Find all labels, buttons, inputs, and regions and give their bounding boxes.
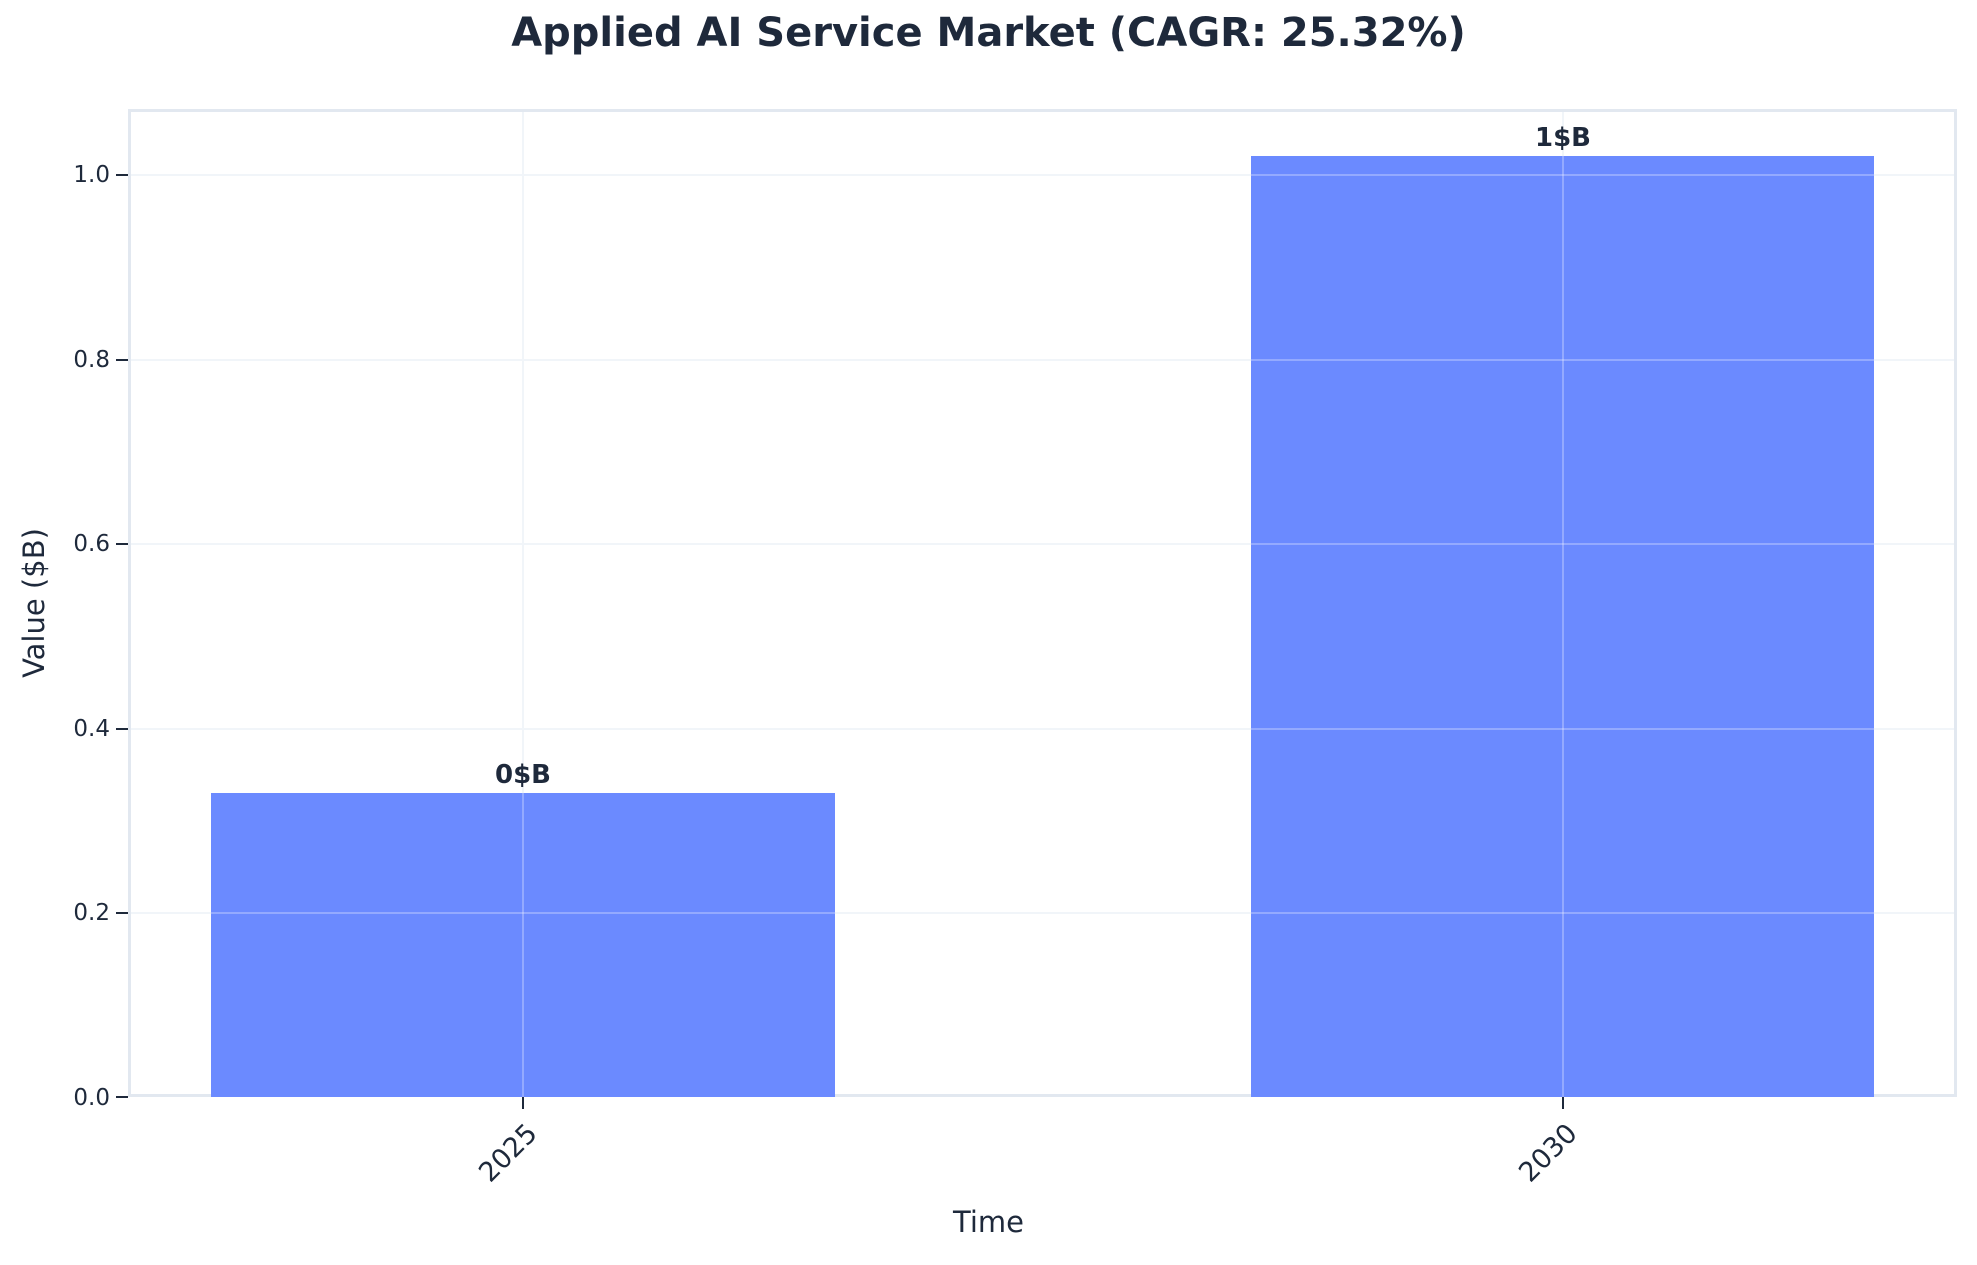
gridline-x-2025 bbox=[522, 112, 524, 1097]
bar-value-label-2025: 0$B bbox=[495, 760, 551, 790]
y-tick-mark bbox=[116, 174, 128, 176]
y-axis-title: Value ($B) bbox=[17, 528, 51, 678]
gridline-y-0.8 bbox=[131, 359, 1954, 361]
y-tick-label: 0.8 bbox=[73, 347, 110, 373]
gridline-over-bar bbox=[1251, 359, 1874, 361]
y-tick-mark bbox=[116, 1096, 128, 1098]
gridline-y-1.0 bbox=[131, 174, 1954, 176]
y-tick-label: 0.6 bbox=[73, 531, 110, 557]
y-tick-mark bbox=[116, 359, 128, 361]
y-tick-label: 0.2 bbox=[73, 900, 110, 926]
gridline-over-bar bbox=[1251, 912, 1874, 914]
bar-value-label-2030: 1$B bbox=[1535, 123, 1591, 153]
x-axis-title: Time bbox=[953, 1205, 1024, 1239]
bar-2030 bbox=[1251, 156, 1874, 1097]
gridline-over-bar bbox=[211, 912, 835, 914]
bar-2025 bbox=[211, 793, 835, 1097]
y-tick-mark bbox=[116, 728, 128, 730]
plot-area bbox=[128, 109, 1957, 1097]
gridline-y-0.2 bbox=[131, 912, 1954, 914]
chart-title: Applied AI Service Market (CAGR: 25.32%) bbox=[511, 10, 1466, 56]
gridline-over-bar bbox=[1562, 156, 1564, 1097]
x-tick-label-2025: 2025 bbox=[473, 1118, 544, 1189]
gridline-over-bar bbox=[1251, 543, 1874, 545]
gridline-over-bar bbox=[1251, 728, 1874, 730]
x-tick-mark bbox=[522, 1097, 524, 1109]
gridline-over-bar bbox=[522, 793, 524, 1097]
y-tick-label: 0.0 bbox=[73, 1085, 110, 1111]
gridline-over-bar bbox=[1251, 174, 1874, 176]
y-tick-mark bbox=[116, 543, 128, 545]
y-tick-label: 0.4 bbox=[73, 716, 110, 742]
y-tick-mark bbox=[116, 912, 128, 914]
gridline-y-0.4 bbox=[131, 728, 1954, 730]
x-tick-mark bbox=[1562, 1097, 1564, 1109]
gridline-y-0.6 bbox=[131, 543, 1954, 545]
x-tick-label-2030: 2030 bbox=[1513, 1118, 1584, 1189]
y-tick-label: 1.0 bbox=[73, 162, 110, 188]
